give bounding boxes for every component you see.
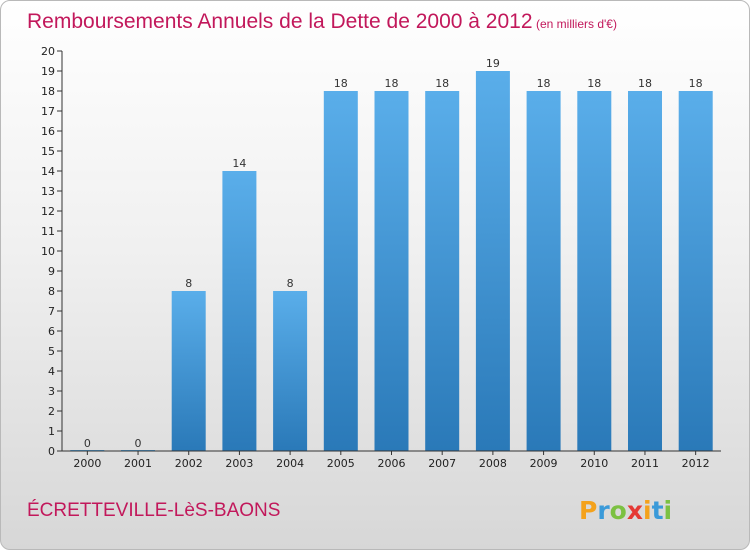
y-tick-label: 4: [48, 365, 55, 378]
y-tick-label: 2: [48, 405, 55, 418]
bar: [171, 291, 206, 451]
y-tick-label: 9: [48, 265, 55, 278]
chart-unit: (en milliers d'€): [536, 17, 617, 31]
y-tick-label: 7: [48, 305, 55, 318]
logo-letter: o: [610, 496, 627, 525]
data-label: 18: [385, 77, 399, 90]
y-tick-label: 18: [41, 85, 55, 98]
bar: [222, 171, 257, 451]
x-tick-label: 2006: [378, 457, 406, 470]
y-tick-label: 1: [48, 425, 55, 438]
logo-letter: i: [643, 496, 652, 525]
y-tick-label: 19: [41, 65, 55, 78]
logo-letter: P: [579, 496, 597, 525]
x-tick-label: 2010: [580, 457, 608, 470]
data-label: 0: [135, 437, 142, 450]
chart-title: Remboursements Annuels de la Dette de 20…: [27, 10, 533, 33]
y-tick-label: 11: [41, 225, 55, 238]
y-tick-label: 3: [48, 385, 55, 398]
bar: [475, 71, 510, 451]
x-tick-label: 2011: [631, 457, 659, 470]
y-tick-label: 20: [41, 45, 55, 58]
y-tick-label: 10: [41, 245, 55, 258]
x-tick-label: 2004: [276, 457, 304, 470]
x-tick-label: 2012: [682, 457, 710, 470]
y-tick-label: 17: [41, 105, 55, 118]
logo-letter: x: [627, 496, 643, 525]
data-label: 18: [537, 77, 551, 90]
data-label: 0: [84, 437, 91, 450]
bar: [577, 91, 612, 451]
x-tick-label: 2003: [225, 457, 253, 470]
y-tick-label: 13: [41, 185, 55, 198]
data-label: 8: [185, 277, 192, 290]
y-tick-label: 14: [41, 165, 55, 178]
y-tick-label: 12: [41, 205, 55, 218]
x-tick-label: 2002: [175, 457, 203, 470]
bar: [273, 291, 308, 451]
y-tick-label: 8: [48, 285, 55, 298]
bar: [628, 91, 662, 451]
bar: [374, 91, 409, 451]
bar: [526, 91, 561, 451]
bar: [323, 91, 358, 451]
logo-letter: t: [652, 496, 664, 525]
logo-letter: i: [664, 496, 673, 525]
x-tick-label: 2008: [479, 457, 507, 470]
logo-letter: r: [597, 496, 610, 525]
data-label: 18: [435, 77, 449, 90]
y-tick-label: 16: [41, 125, 55, 138]
proxiti-logo: Proxiti: [579, 496, 672, 525]
x-tick-label: 2000: [73, 457, 101, 470]
x-tick-label: 2009: [530, 457, 558, 470]
x-tick-label: 2001: [124, 457, 152, 470]
x-tick-label: 2005: [327, 457, 355, 470]
data-label: 18: [334, 77, 348, 90]
data-label: 19: [486, 57, 500, 70]
bar: [678, 91, 713, 451]
data-label: 18: [587, 77, 601, 90]
plot-area: 0123456789101112131415161718192020000200…: [41, 45, 721, 470]
bar: [425, 91, 460, 451]
data-label: 18: [638, 77, 652, 90]
data-label: 14: [232, 157, 246, 170]
y-tick-label: 0: [48, 445, 55, 458]
commune-name: ÉCRETTEVILLE-LèS-BAONS: [27, 500, 280, 521]
data-label: 8: [287, 277, 294, 290]
y-tick-label: 5: [48, 345, 55, 358]
y-tick-label: 6: [48, 325, 55, 338]
y-tick-label: 15: [41, 145, 55, 158]
x-tick-label: 2007: [428, 457, 456, 470]
data-label: 18: [689, 77, 703, 90]
